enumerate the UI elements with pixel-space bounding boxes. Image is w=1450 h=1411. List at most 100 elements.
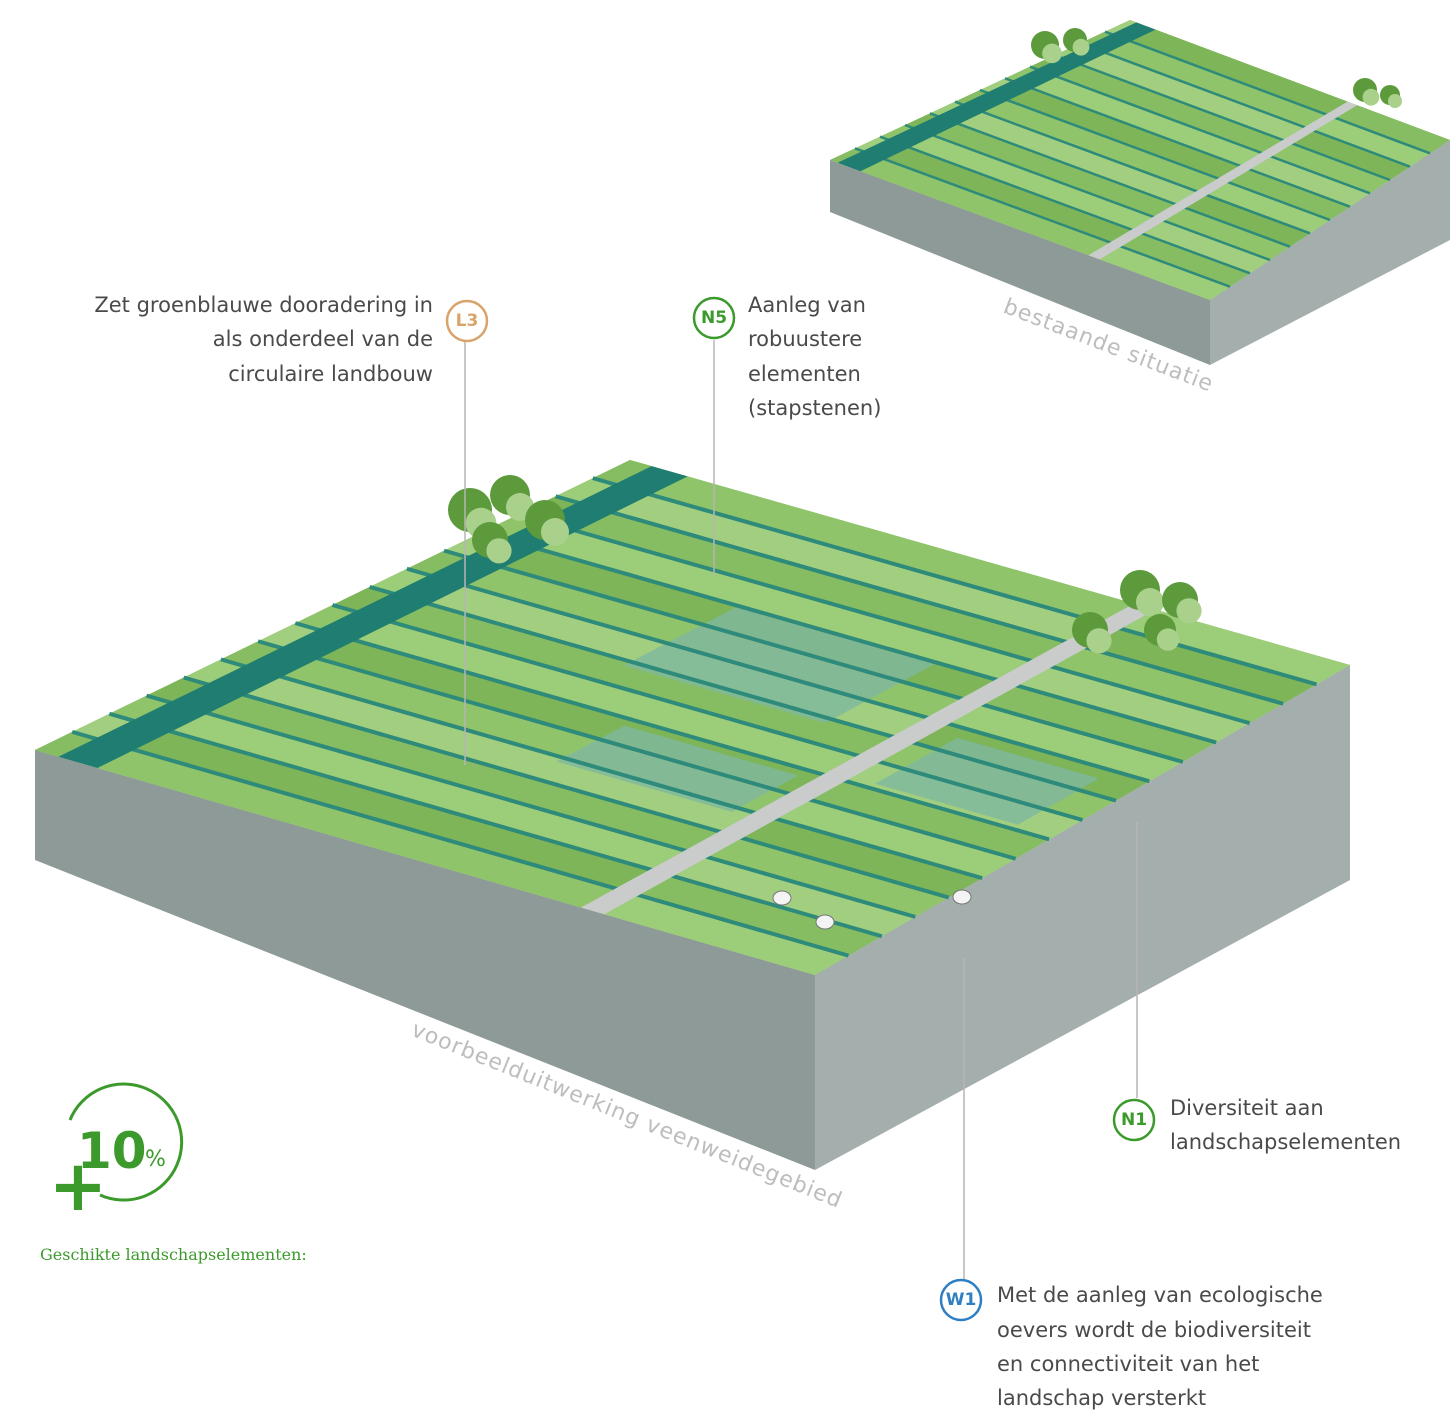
field (146, 677, 207, 703)
badge-circle (692, 296, 736, 340)
tree (1156, 628, 1180, 651)
field (830, 148, 863, 163)
percentage-badge: + 10 % (49, 1082, 184, 1227)
field (244, 676, 754, 832)
field (1099, 246, 1230, 300)
field (208, 695, 720, 851)
badge-code: W1 (946, 1290, 977, 1310)
field (1142, 220, 1270, 274)
ditch (929, 112, 1291, 248)
sheep (952, 889, 972, 905)
field (1207, 182, 1330, 234)
block-side (830, 160, 1210, 365)
block-side (1210, 140, 1450, 365)
field (1185, 195, 1310, 247)
block-side (35, 750, 815, 1170)
ditch (406, 566, 1150, 784)
field (592, 460, 652, 485)
field (948, 704, 1183, 782)
field (955, 90, 987, 105)
field (392, 603, 893, 756)
field (1052, 647, 1284, 724)
ditch (443, 548, 1184, 764)
ditch (480, 530, 1217, 745)
tree (541, 518, 569, 546)
tree (1362, 88, 1380, 106)
badge-plus: + (49, 1145, 108, 1227)
field (742, 819, 983, 898)
field (885, 147, 1132, 243)
field (555, 478, 615, 503)
field (983, 685, 1217, 762)
field (540, 531, 1031, 680)
field (776, 800, 1016, 879)
field (1314, 118, 1430, 167)
legend-title: Geschikte landschapselementen: (40, 1245, 307, 1264)
badge-circle (445, 299, 489, 343)
tree (1042, 43, 1062, 64)
ditch (517, 512, 1251, 726)
field (332, 586, 393, 612)
wetland (875, 737, 1099, 825)
annotation-line: Zet groenblauwe dooradering in (94, 293, 433, 317)
field (980, 78, 1012, 93)
block-side (815, 665, 1350, 1170)
road (581, 603, 1156, 915)
ditch (954, 100, 1311, 235)
field (1105, 20, 1137, 35)
annotation-line: en connectiviteit van het (997, 1352, 1259, 1376)
canal (837, 22, 1156, 172)
sheep (772, 890, 792, 906)
ditch (1079, 42, 1411, 168)
field (930, 101, 963, 116)
sheep (815, 914, 835, 930)
landscape-blocks (35, 20, 1450, 1170)
field (355, 622, 858, 775)
tree (1086, 628, 1112, 654)
wetland (556, 725, 799, 812)
badge-arc (68, 1082, 184, 1202)
tree (1176, 598, 1202, 624)
road (1088, 101, 1358, 260)
field (1228, 169, 1350, 220)
field (1106, 41, 1326, 128)
field (295, 605, 355, 630)
field (369, 568, 430, 594)
ditch (108, 711, 883, 939)
ditch (331, 603, 1084, 822)
field (707, 838, 949, 917)
ditch (183, 675, 950, 900)
tree (486, 538, 512, 564)
field (1057, 65, 1283, 153)
field (905, 113, 938, 128)
badge-circle (1112, 1098, 1156, 1142)
field (72, 713, 133, 739)
field (220, 641, 281, 666)
ditch (979, 88, 1331, 222)
ditch (1054, 53, 1391, 182)
badge-unit: % (145, 1147, 166, 1172)
badge-number: 10 (77, 1122, 147, 1180)
annotation-line: landschapselementen (1170, 1130, 1401, 1154)
tree (1136, 588, 1164, 616)
field (638, 876, 882, 956)
ditch (369, 584, 1117, 803)
field (1017, 666, 1250, 743)
field (1292, 130, 1410, 180)
badge-code: N5 (701, 308, 727, 328)
ditch (1029, 65, 1371, 195)
field (855, 136, 888, 152)
annotation-line: circulaire landbouw (228, 362, 433, 386)
field (650, 476, 1134, 623)
ditch (294, 621, 1050, 842)
tree (1072, 38, 1090, 56)
canal (58, 466, 688, 768)
field (880, 125, 913, 140)
field (958, 112, 1197, 204)
callout-lines (464, 340, 1138, 1280)
field (811, 780, 1050, 859)
field (604, 895, 849, 975)
annotation-line: oevers wordt de biodiversiteit (997, 1318, 1311, 1342)
field (97, 749, 616, 908)
